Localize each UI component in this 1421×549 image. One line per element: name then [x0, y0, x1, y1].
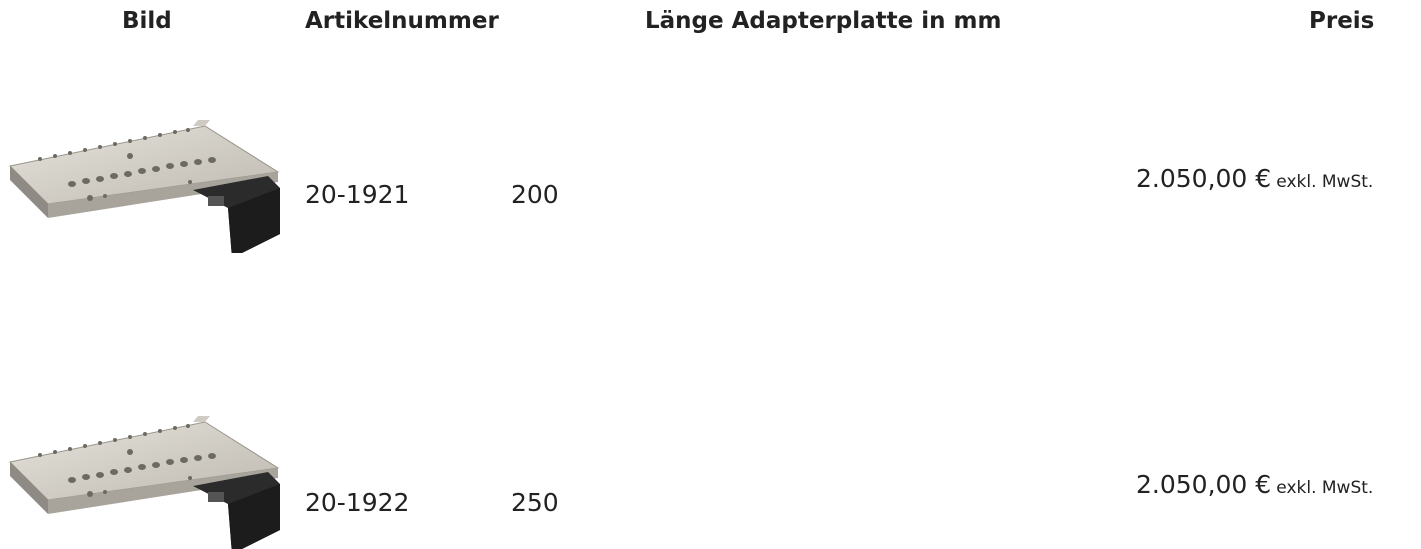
header-cell: Artikelnummer: [305, 8, 499, 34]
product-image: [8, 414, 288, 549]
price-cell: 2.050,00 € exkl. MwSt.: [1136, 164, 1373, 193]
header-cell: Bild: [122, 8, 172, 34]
article-number: 20-1922: [305, 488, 409, 517]
tax-note: exkl. MwSt.: [1276, 172, 1373, 192]
price: 2.050,00 €: [1136, 470, 1271, 499]
header-cell: Preis: [1309, 8, 1374, 34]
length: 250: [511, 488, 559, 517]
price-cell: 2.050,00 € exkl. MwSt.: [1136, 470, 1373, 499]
product-image: [8, 118, 288, 253]
article-number: 20-1921: [305, 180, 409, 209]
tax-note: exkl. MwSt.: [1276, 478, 1373, 498]
length: 200: [511, 180, 559, 209]
page: {"table": {"header": ["Bild", "Artikelnu…: [0, 0, 1421, 541]
price: 2.050,00 €: [1136, 164, 1271, 193]
header-cell: Länge Adapterplatte in mm: [645, 8, 1001, 34]
